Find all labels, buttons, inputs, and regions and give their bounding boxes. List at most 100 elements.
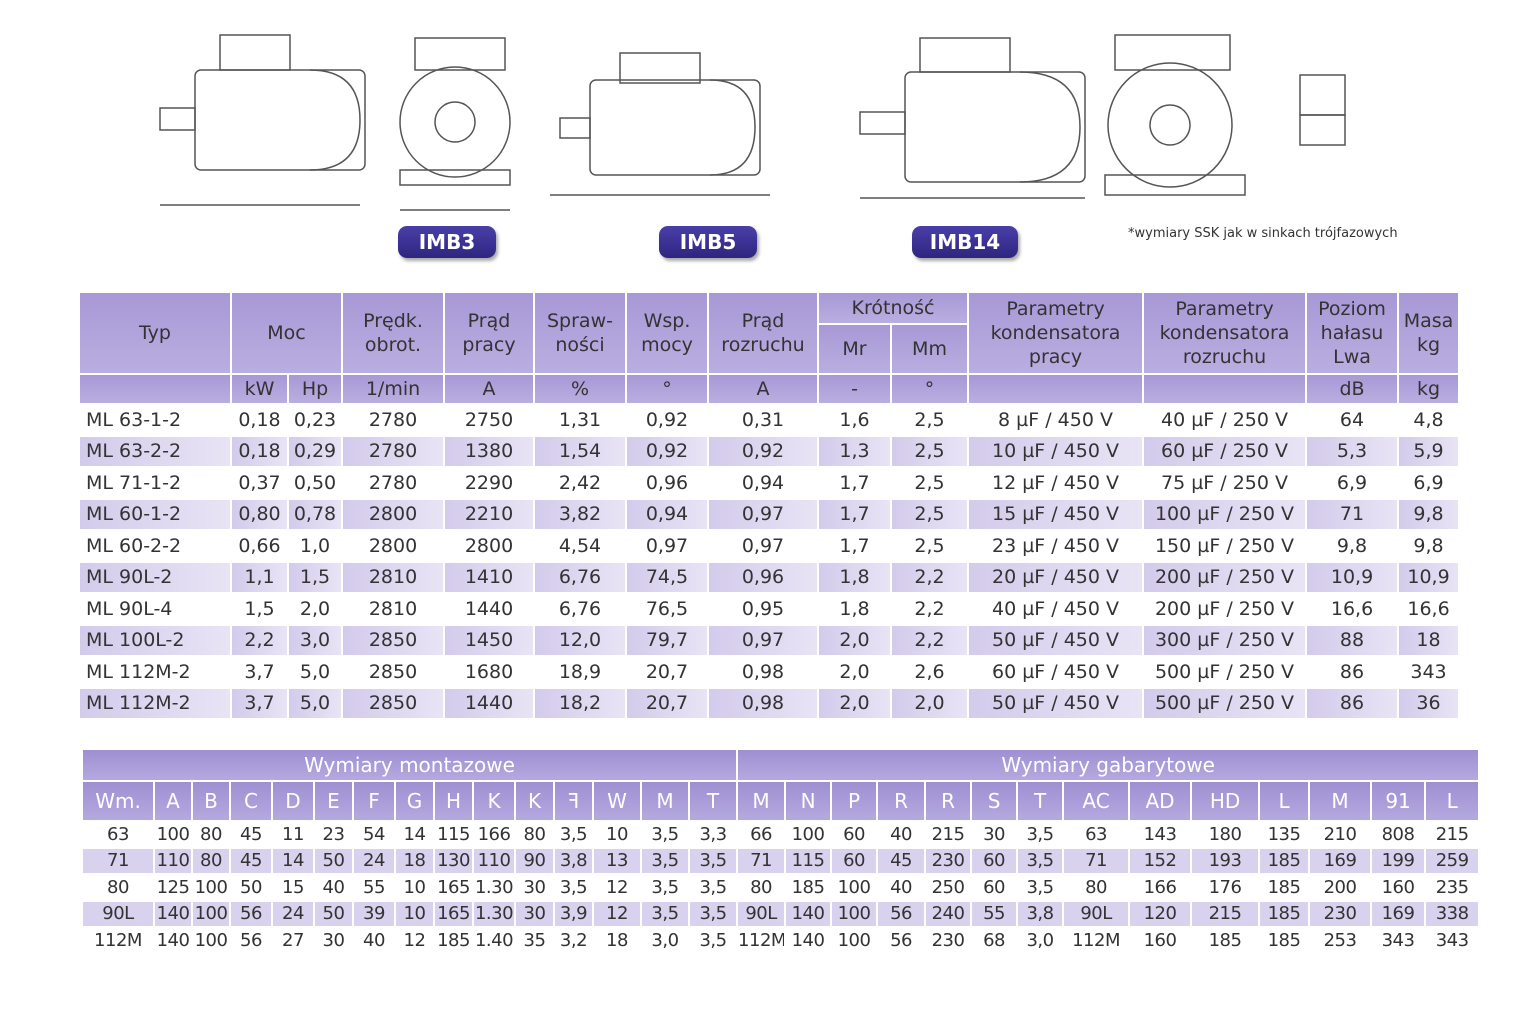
cell: 6,9 [1336,471,1368,494]
cell: 3,2 [559,929,588,951]
cell: 200 µF / 250 V [1144,562,1306,592]
column-header: M [738,782,785,820]
cell: 6,76 [558,597,602,620]
cell: 200 [1323,876,1357,898]
header: Poziom hałasu Lwa [1307,293,1398,373]
cell: 100 [156,823,190,845]
cell: 185 [791,876,825,898]
cell: 71 [83,848,153,873]
cell: 2,42 [558,471,602,494]
cell: 36 [1399,688,1459,718]
cell: 2,5 [914,534,945,557]
cell: 20 µF / 450 V [969,562,1143,592]
cell: 2,5 [914,471,945,494]
cell: 100 µF / 250 V [1144,499,1306,529]
cell: 56 [231,901,271,926]
cell: 112M [738,929,785,951]
cell: 2,6 [914,660,945,683]
cell: 112M [1072,929,1120,951]
cell: 169 [1372,901,1425,926]
header: Parametry kondensatora pracy [969,293,1143,373]
cell: 27 [282,929,304,951]
header: Wsp. mocy [627,293,707,373]
column-header: L [1426,782,1479,820]
cell: 1,3 [819,436,890,466]
row: 80 125 100 50 15 40 55 10 165 1.30 30 3,5 12 3,5 3,5 80… [83,875,1478,900]
cell: 2780 [368,471,418,494]
cell: 80 [523,823,546,845]
column-header: 91 [1372,782,1425,820]
cell: 100 [193,901,229,926]
cell: 215 [1435,823,1469,845]
cell: 0,18 [232,436,287,466]
drawing-imb14-front [1104,34,1346,196]
column-header: M [642,782,688,820]
column-header: T [690,782,737,820]
cell: ML 100L-2 [80,625,230,655]
cell: 18,2 [535,688,625,718]
cell: 1,7 [839,534,870,557]
cell: 5,0 [289,688,341,718]
footnote: *wymiary SSK jak w sinkach trójfazowych [1128,226,1398,241]
cell: 6,76 [535,562,625,592]
cell: 100 [791,823,825,845]
cell: 100 [194,929,228,951]
cell: 18 [396,848,433,873]
drawing-imb14 [859,37,1086,199]
header: Krótność [819,293,968,323]
cell: 60 µF / 450 V [992,660,1120,683]
cell: 3,5 [651,876,679,898]
cell: 15 [282,876,304,898]
row: ML 90L-4 1,5 2,0 2810 1440 6,76 76,5 0,95 1,8 2,2… [80,594,1458,624]
cell: 3,5 [690,848,737,873]
unit: ° [627,375,707,403]
cell: 2850 [343,688,443,718]
cell: 20,7 [645,660,689,683]
cell: 3,5 [642,901,688,926]
cell: 10 [396,901,433,926]
unit: A [709,375,817,403]
cell: 230 [926,848,971,873]
mount-label: IMB14 [912,226,1018,258]
cell: 500 µF / 250 V [1154,660,1295,683]
cell: 3,7 [244,660,275,683]
cell: 3,5 [1026,823,1054,845]
cell: 10,9 [1399,562,1459,592]
unit [80,375,230,403]
column-header: L [1260,782,1309,820]
cell: 60 [972,848,1017,873]
cell: 0,31 [741,408,785,431]
cell: 2210 [445,499,533,529]
cell: 3,5 [559,876,588,898]
row: ML 100L-2 2,2 3,0 2850 1450 12,0 79,7 0,97 2,0 2,… [80,625,1459,655]
cell: 45 [231,848,271,873]
cell: 180 [1208,823,1242,845]
cell: 3,5 [642,848,688,873]
cell: 115 [786,848,831,873]
cell: 3,0 [289,625,341,655]
cell: 40 [890,823,912,845]
cell: 71 [1307,499,1398,529]
cell: 71 [1064,848,1129,873]
drawing-imb3-side [159,34,366,206]
cell: 125 [156,876,190,898]
cell: 1380 [445,436,533,466]
unit: ° [892,375,968,403]
cell: 79,7 [627,625,707,655]
cell: 50 [315,901,352,926]
cell: 3,5 [699,929,727,951]
cell: 185 [1260,848,1309,873]
header: Moc [232,293,341,373]
cell: 1,31 [558,408,602,431]
cell: 9,8 [1413,534,1444,557]
cell: 80 [200,823,222,845]
cell: 13 [594,848,640,873]
unit: % [535,375,625,403]
cell: 56 [890,929,912,951]
cell: 3,8 [555,848,592,873]
unit: A [445,375,533,403]
unit [1144,375,1306,403]
dimension-table: Wymiary montazowe Wymiary gabarytowe Wm. A… [81,748,1480,955]
cell: ML 90L-4 [86,597,173,620]
cell: ML 71-1-2 [86,471,182,494]
